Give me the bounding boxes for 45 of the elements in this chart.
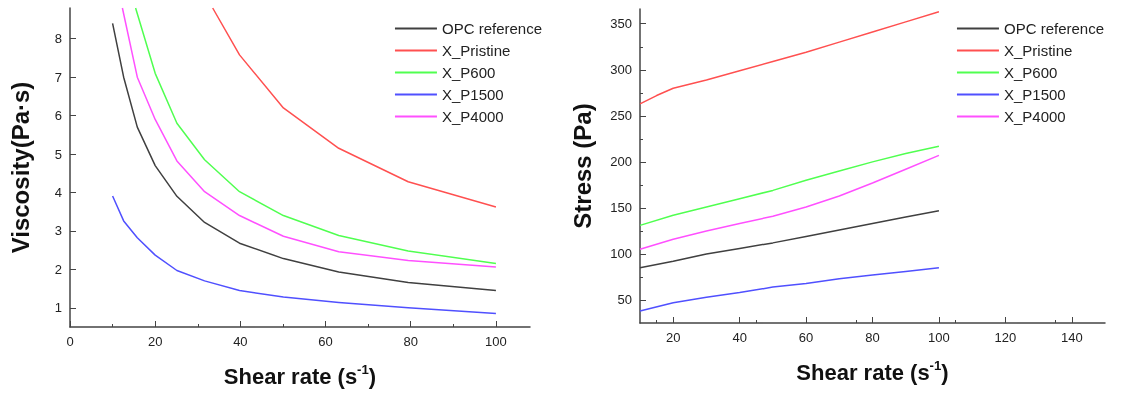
x-tick-label: 20	[665, 330, 681, 345]
y-tick-label: 3	[54, 223, 62, 239]
x-tick-label: 80	[403, 334, 418, 349]
legend-label: X_P1500	[441, 86, 504, 103]
y-tick-label: 350	[610, 16, 632, 32]
x-tick-label: 120	[994, 330, 1017, 345]
legend-label: X_P4000	[1003, 108, 1066, 125]
y-tick-label: 200	[610, 154, 632, 170]
y-tick-label: 6	[54, 108, 62, 124]
y-tick-label: 50	[617, 292, 632, 308]
x-tick-label: 40	[732, 330, 747, 345]
y-tick-label: 250	[610, 108, 632, 124]
y-tick-label: 100	[610, 246, 632, 262]
x-tick-label: 80	[865, 330, 880, 345]
x-tick-label: 0	[66, 334, 74, 349]
x-tick-label: 100	[485, 334, 507, 349]
legend-label: X_Pristine	[1003, 42, 1073, 59]
line-series	[639, 154, 940, 251]
legend-label: X_P1500	[1003, 86, 1066, 103]
legend-label: X_P600	[441, 64, 496, 81]
legend-label: X_P4000	[441, 108, 504, 125]
x-tick-label: 60	[318, 334, 333, 349]
x-tick-label: 140	[1060, 330, 1083, 345]
y-axis-title: Viscosity(Pa·s)	[6, 81, 34, 254]
legend-label: OPC reference	[1003, 20, 1105, 37]
legend-label: X_P600	[1003, 64, 1058, 81]
x-tick-label: 40	[233, 334, 248, 349]
line-series	[639, 145, 940, 227]
y-tick-label: 8	[54, 31, 62, 47]
y-tick-label: 1	[54, 300, 62, 316]
y-tick-label: 300	[610, 62, 632, 78]
y-tick-label: 150	[610, 200, 632, 216]
x-tick-label: 100	[928, 330, 950, 345]
x-tick-label: 20	[147, 334, 163, 349]
line-series	[111, 195, 497, 315]
line-series	[639, 267, 940, 312]
legend-label: OPC reference	[441, 20, 543, 37]
line-series	[639, 11, 940, 105]
y-tick-label: 5	[54, 146, 62, 162]
y-axis-title: Stress (Pa)	[568, 103, 596, 229]
x-tick-label: 60	[798, 330, 814, 345]
y-tick-label: 4	[54, 184, 62, 200]
y-tick-label: 7	[54, 69, 62, 85]
y-tick-label: 2	[54, 261, 62, 277]
legend-label: X_Pristine	[441, 42, 511, 59]
